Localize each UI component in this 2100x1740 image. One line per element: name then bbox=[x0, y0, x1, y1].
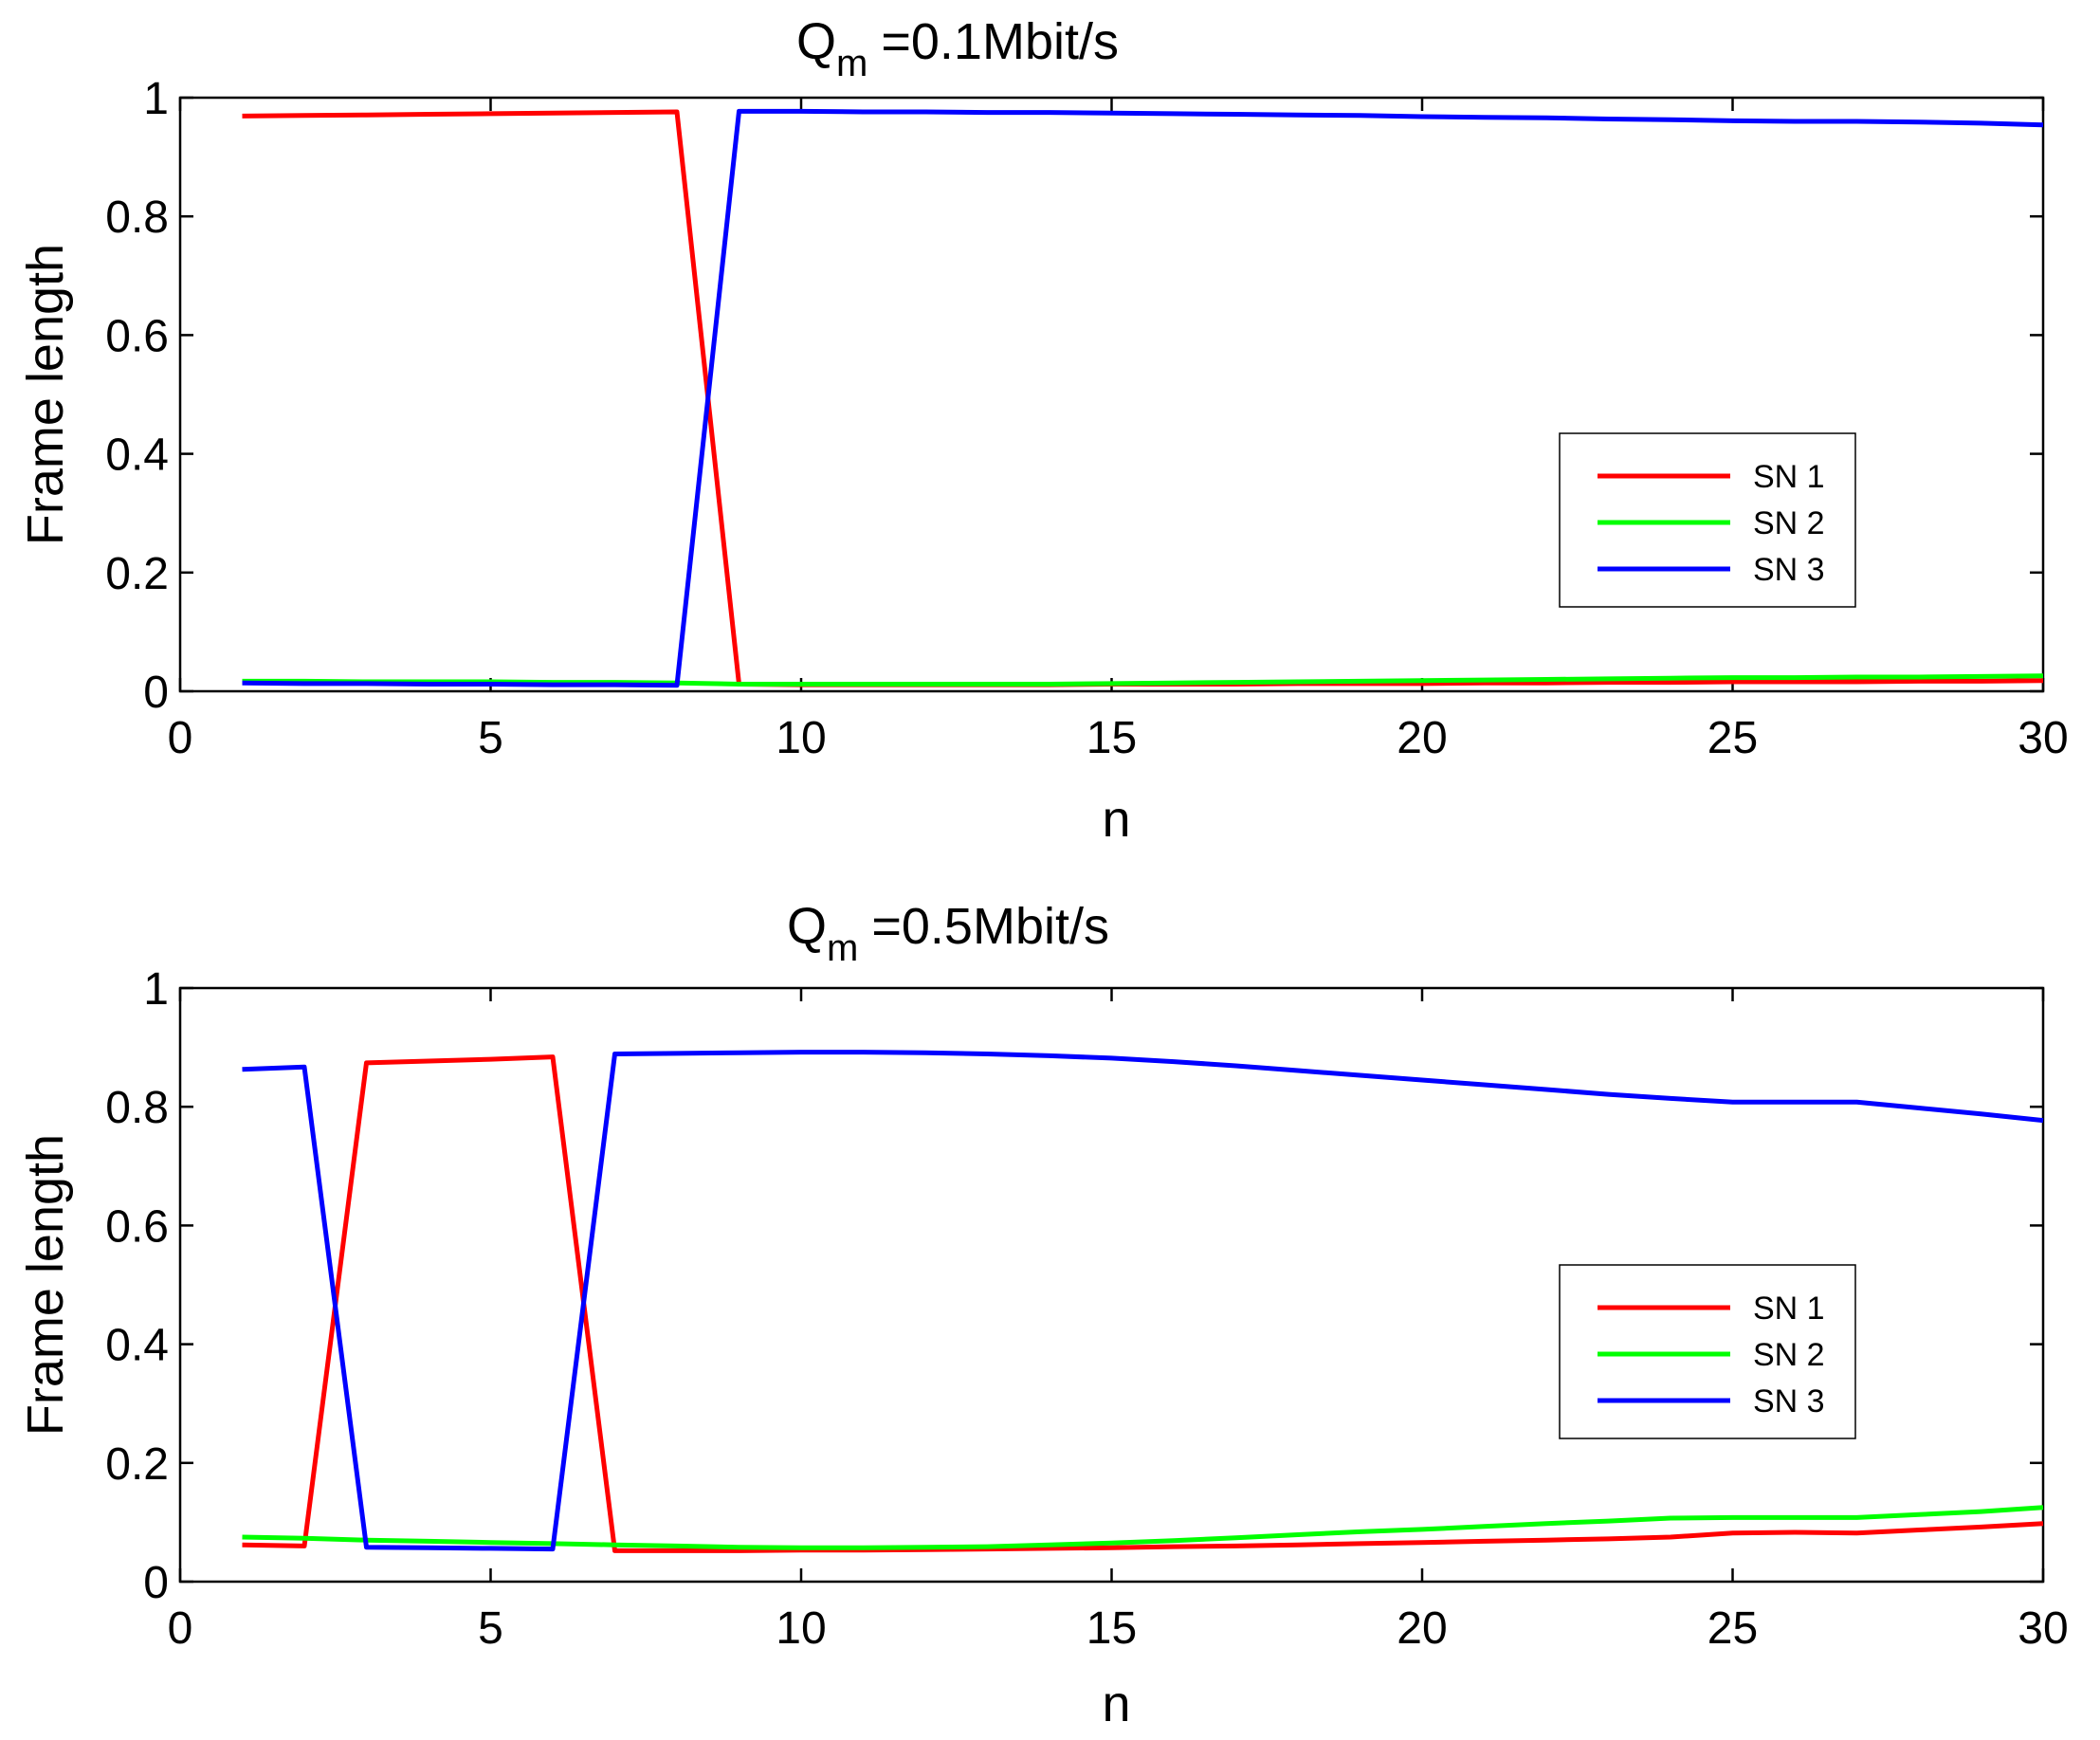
series-line-sn3 bbox=[242, 108, 2044, 688]
series-line-sn2 bbox=[242, 1505, 2044, 1550]
x-axis-label: n bbox=[1102, 1676, 1130, 1732]
x-tick-label: 5 bbox=[478, 1603, 503, 1654]
title-subscript: m bbox=[836, 43, 867, 84]
y-tick-label: 0.6 bbox=[105, 1201, 169, 1252]
x-tick-label: 20 bbox=[1397, 1603, 1447, 1654]
y-tick-label: 0.8 bbox=[105, 192, 169, 243]
title-symbol: Q bbox=[787, 898, 827, 955]
x-axis-label: n bbox=[1102, 791, 1130, 848]
chart-title: Qm =0.5Mbit/s bbox=[787, 898, 1109, 969]
chart-1: 0 5 10 15 20 25 30 0 0.2 0.4 0.6 0.8 1 n Frame length Q… bbox=[17, 13, 2069, 848]
legend: SN 1 SN 2 SN 3 bbox=[1559, 432, 1856, 608]
y-tick-label: 1 bbox=[143, 964, 169, 1015]
y-tick-label: 0.6 bbox=[105, 311, 169, 361]
y-tick-label: 0.8 bbox=[105, 1083, 169, 1133]
y-tick-label: 0.4 bbox=[105, 1321, 169, 1371]
x-tick-label: 30 bbox=[2018, 713, 2068, 763]
y-tick-label: 0.2 bbox=[105, 1439, 169, 1490]
chart-title: Qm =0.1Mbit/s bbox=[796, 13, 1119, 84]
title-symbol: Q bbox=[796, 13, 836, 70]
x-tick-label: 15 bbox=[1087, 713, 1137, 763]
y-tick-label: 0.2 bbox=[105, 549, 169, 599]
legend-label: SN 3 bbox=[1753, 552, 1825, 588]
x-tick-label: 25 bbox=[1707, 713, 1758, 763]
y-tick-label: 0 bbox=[143, 668, 169, 718]
series-line-sn3 bbox=[242, 1050, 2044, 1552]
x-tick-label: 0 bbox=[168, 713, 193, 763]
title-value: =0.5Mbit/s bbox=[871, 898, 1109, 955]
x-tick-label: 10 bbox=[776, 713, 826, 763]
x-tick-label: 5 bbox=[478, 713, 503, 763]
legend-label: SN 2 bbox=[1753, 505, 1825, 541]
x-tick-label: 30 bbox=[2018, 1603, 2068, 1654]
chart-2: 0 5 10 15 20 25 30 0 0.2 0.4 0.6 0.8 1 n Frame length Q… bbox=[17, 898, 2069, 1732]
legend: SN 1 SN 2 SN 3 bbox=[1559, 1264, 1856, 1439]
legend-label: SN 3 bbox=[1753, 1383, 1825, 1419]
x-tick-label: 0 bbox=[168, 1603, 193, 1654]
y-tick-label: 0 bbox=[143, 1558, 169, 1608]
y-tick-label: 1 bbox=[143, 74, 169, 124]
series-line-sn1 bbox=[242, 1054, 2044, 1553]
x-tick-label: 25 bbox=[1707, 1603, 1758, 1654]
y-axis-label: Frame length bbox=[17, 244, 74, 545]
y-tick-label: 0.4 bbox=[105, 430, 169, 481]
legend-label: SN 2 bbox=[1753, 1337, 1825, 1373]
legend-label: SN 1 bbox=[1753, 1291, 1825, 1327]
title-value: =0.1Mbit/s bbox=[881, 13, 1119, 70]
y-axis-label: Frame length bbox=[17, 1134, 74, 1436]
x-tick-label: 20 bbox=[1397, 713, 1447, 763]
title-subscript: m bbox=[827, 927, 858, 969]
legend-label: SN 1 bbox=[1753, 459, 1825, 495]
x-tick-label: 10 bbox=[776, 1603, 826, 1654]
x-tick-label: 15 bbox=[1087, 1603, 1137, 1654]
